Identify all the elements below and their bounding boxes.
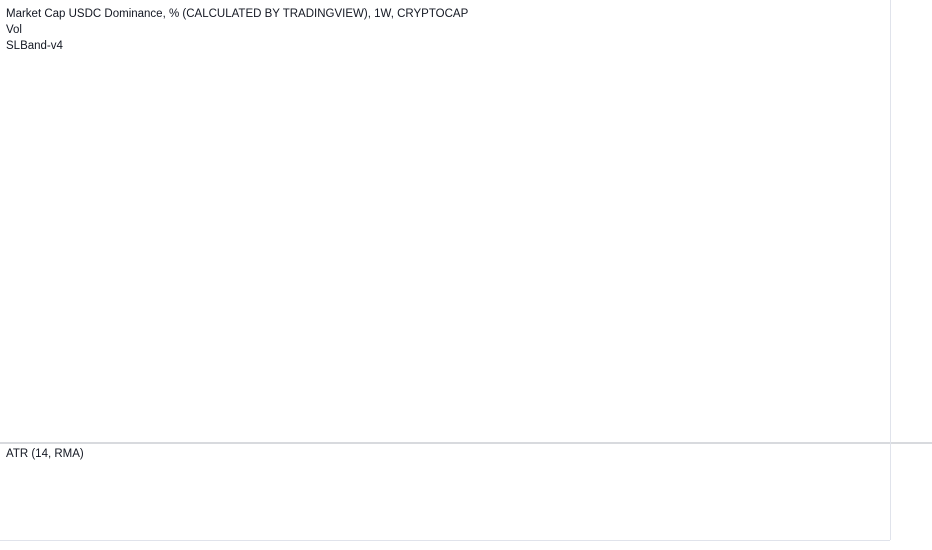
indicator-label: Vol xyxy=(6,24,22,36)
atr-title: ATR (14, RMA) xyxy=(6,448,84,460)
indicator-label: SLBand-v4 xyxy=(6,40,64,52)
chart-title: Market Cap USDC Dominance, % (CALCULATED… xyxy=(6,8,469,20)
